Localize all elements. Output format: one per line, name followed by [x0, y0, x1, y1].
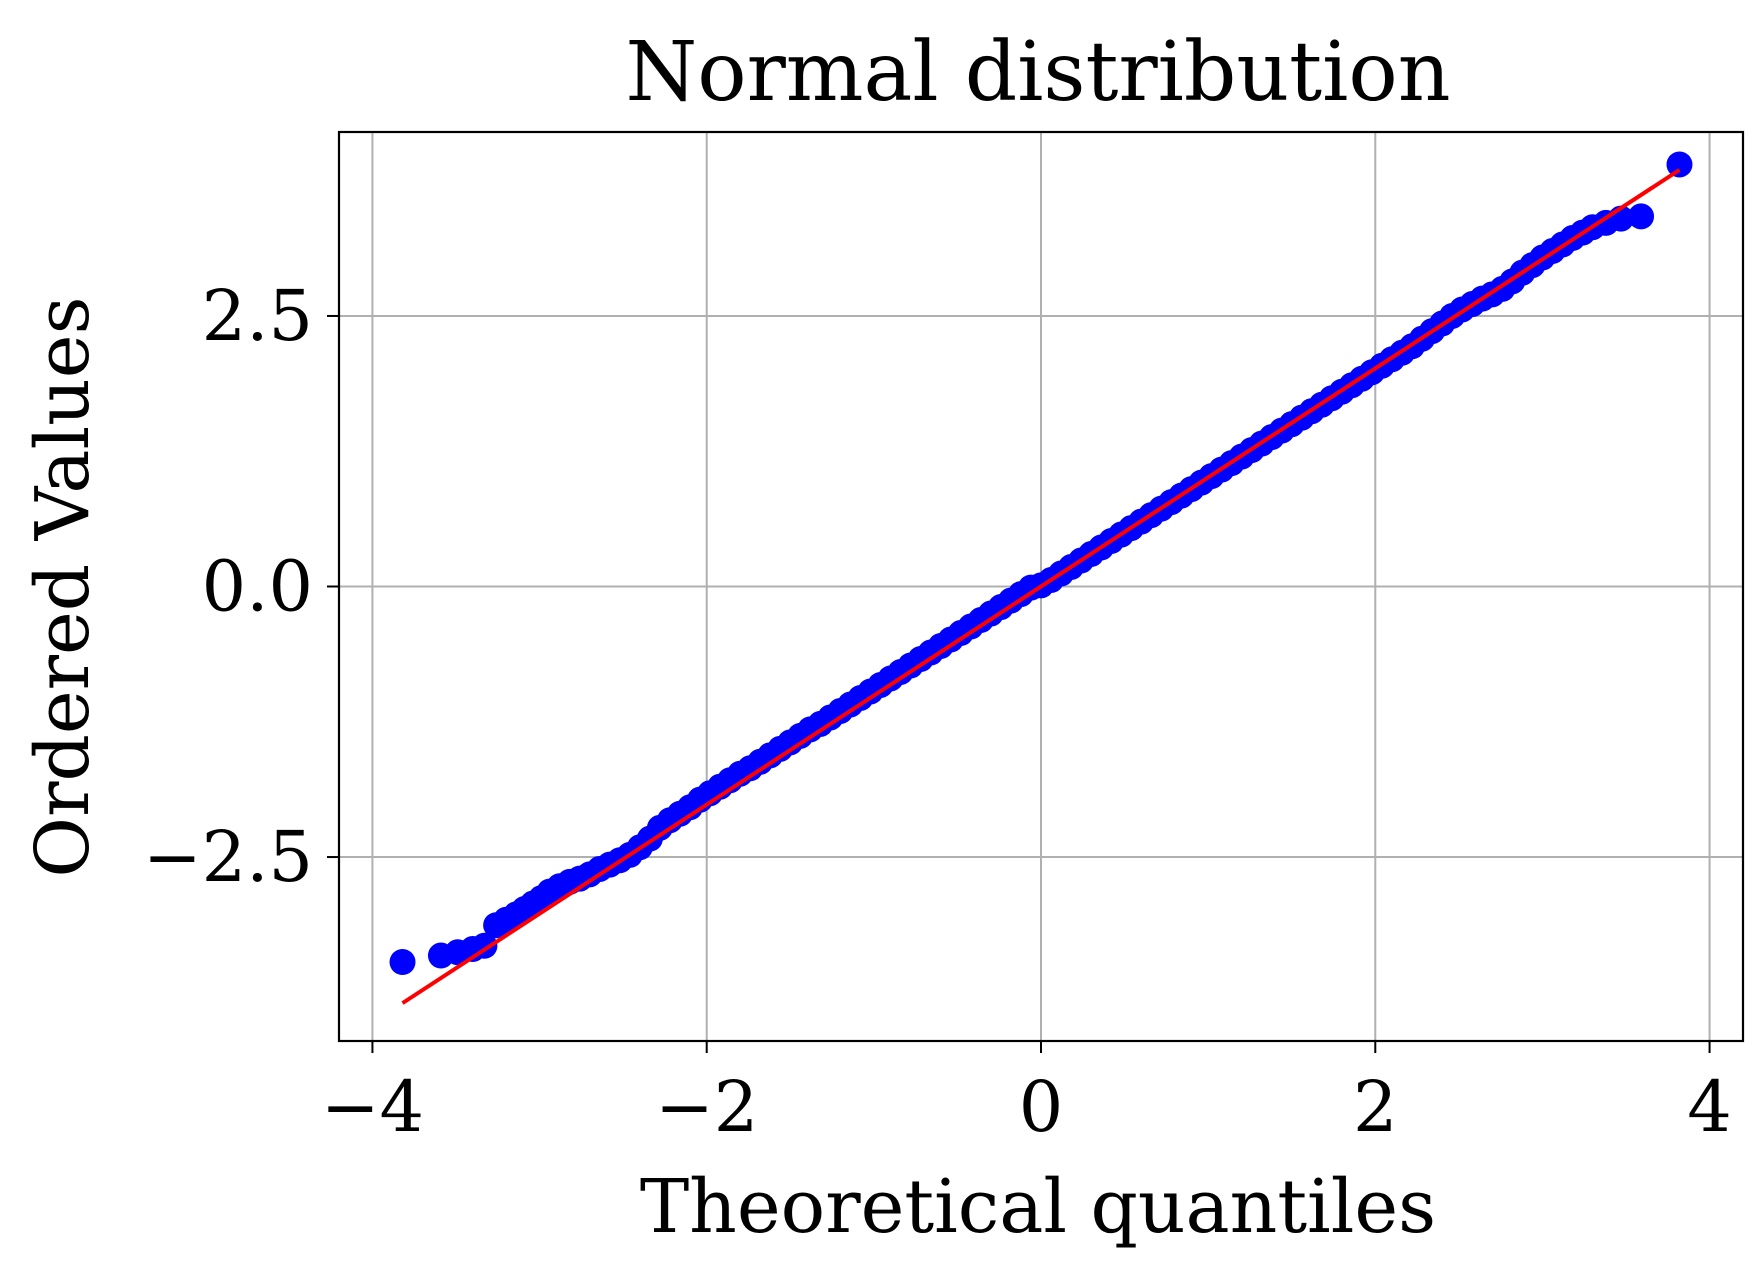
fit-line-group	[401, 168, 1681, 1005]
data-point	[1628, 203, 1655, 230]
x-tick-label: 4	[1687, 1066, 1732, 1148]
chart-title: Normal distribution	[625, 25, 1450, 120]
y-ticks: −2.5 0.0 2.5	[143, 275, 339, 898]
y-tick-label: 2.5	[202, 275, 313, 357]
data-point	[1666, 151, 1693, 178]
x-ticks: −4 −2 0 2 4	[321, 1041, 1732, 1148]
x-tick-label: 0	[1019, 1066, 1064, 1148]
y-tick-label: 0.0	[202, 546, 313, 628]
fit-line	[401, 168, 1681, 1005]
x-tick-label: −4	[321, 1066, 424, 1148]
x-axis-label: Theoretical quantiles	[640, 1164, 1436, 1250]
x-tick-label: −2	[655, 1066, 758, 1148]
x-tick-label: 2	[1353, 1066, 1398, 1148]
data-point	[389, 949, 416, 976]
y-axis-label: Ordered Values	[20, 296, 106, 877]
y-tick-label: −2.5	[143, 816, 313, 898]
